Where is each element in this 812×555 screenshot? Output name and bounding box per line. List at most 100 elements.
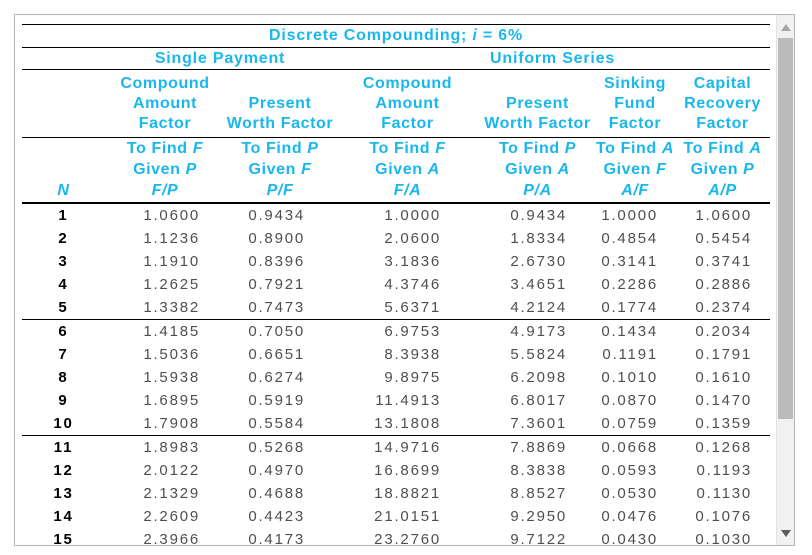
cell-fa: 21.0151 bbox=[374, 508, 441, 525]
factor-symbol: P/A bbox=[523, 182, 552, 199]
scroll-up-button[interactable] bbox=[777, 15, 794, 39]
cell-fp: 1.1236 bbox=[143, 230, 200, 247]
cell-n: 7 bbox=[58, 346, 69, 363]
cell-af: 0.4854 bbox=[601, 230, 658, 247]
cell-n: 8 bbox=[58, 369, 69, 386]
cell-pf: 0.4173 bbox=[248, 531, 305, 545]
cell-fa: 11.4913 bbox=[375, 392, 441, 409]
given-line: Given F bbox=[248, 161, 312, 178]
table-row: 4 1.2625 0.7921 4.3746 3.4651 0.2286 0.2… bbox=[22, 273, 770, 296]
vertical-scrollbar[interactable] bbox=[776, 15, 794, 545]
cell-fp: 1.1910 bbox=[143, 253, 200, 270]
group-header-uniform-series: Uniform Series bbox=[335, 47, 771, 70]
cell-fa: 3.1836 bbox=[384, 253, 441, 270]
cell-pa: 3.4651 bbox=[510, 276, 567, 293]
find-header-ap: To Find A Given P A/P bbox=[675, 137, 771, 204]
cell-pa: 7.8869 bbox=[480, 435, 595, 459]
cell-pf: 0.5268 bbox=[225, 435, 335, 459]
find-line: To Find F bbox=[369, 140, 446, 157]
cell-fp: 1.0600 bbox=[143, 207, 200, 224]
cell-pf: 0.7921 bbox=[248, 276, 305, 293]
table-row: 8 1.5938 0.6274 9.8975 6.2098 0.1010 0.1… bbox=[22, 366, 770, 389]
given-line: Given F bbox=[603, 161, 667, 178]
find-line: To Find F bbox=[126, 140, 204, 157]
cell-fp: 2.1329 bbox=[143, 485, 200, 502]
cell-fa: 1.0000 bbox=[384, 207, 441, 224]
cell-n: 15 bbox=[53, 531, 74, 545]
cell-fa: 5.6371 bbox=[384, 299, 441, 316]
cell-af: 0.2286 bbox=[601, 276, 658, 293]
factor-symbol: A/F bbox=[621, 182, 649, 199]
cell-fp: 2.0122 bbox=[143, 462, 200, 479]
table-scroll-area: Discrete Compounding; i = 6% Single Paym… bbox=[15, 15, 776, 545]
find-line: To Find P bbox=[241, 140, 319, 157]
cell-fa: 2.0600 bbox=[384, 230, 441, 247]
cell-fa: 8.3938 bbox=[384, 346, 441, 363]
title-suffix: = 6% bbox=[482, 27, 524, 44]
find-header-fa: To Find F Given A F/A bbox=[335, 137, 480, 204]
cell-af: 0.0759 bbox=[601, 415, 658, 432]
table-title-row: Discrete Compounding; i = 6% bbox=[22, 24, 771, 48]
cell-af: 0.0870 bbox=[601, 392, 658, 409]
cell-n: 12 bbox=[53, 462, 74, 479]
cell-pf: 0.8396 bbox=[248, 253, 305, 270]
cell-ap: 0.1076 bbox=[695, 508, 753, 525]
cell-fa: 16.8699 bbox=[374, 462, 441, 479]
cell-pf: 0.6274 bbox=[248, 369, 305, 386]
cell-af: 0.3141 bbox=[601, 253, 658, 270]
cell-fp: 1.2625 bbox=[143, 276, 200, 293]
cell-pf: 0.4423 bbox=[248, 508, 305, 525]
cell-fa: 4.3746 bbox=[384, 276, 441, 293]
cell-ap: 1.0600 bbox=[695, 207, 753, 224]
cell-pa: 6.8017 bbox=[510, 392, 567, 409]
factor-symbol: F/A bbox=[393, 182, 422, 199]
cell-pf: 0.6651 bbox=[248, 346, 305, 363]
cell-n: 4 bbox=[58, 276, 69, 293]
cell-af: 0.1774 bbox=[601, 299, 658, 316]
cell-ap: 0.1470 bbox=[695, 392, 753, 409]
factor-symbol: F/P bbox=[151, 182, 179, 199]
cell-fp: 1.7908 bbox=[143, 415, 200, 432]
cell-pa: 7.3601 bbox=[510, 415, 567, 432]
cell-n: 9 bbox=[58, 392, 69, 409]
cell-pf: 0.4970 bbox=[248, 462, 305, 479]
find-header-fp: To Find F Given P F/P bbox=[105, 137, 225, 204]
table-row: 12 2.0122 0.4970 16.8699 8.3838 0.0593 0… bbox=[22, 459, 770, 482]
title-interest-symbol: i bbox=[472, 27, 478, 44]
cell-n: 14 bbox=[53, 508, 74, 525]
table-row: 1 1.0600 0.9434 1.0000 0.9434 1.0000 1.0… bbox=[22, 203, 770, 227]
cell-ap: 0.2886 bbox=[695, 276, 753, 293]
group-header-single-payment: Single Payment bbox=[105, 47, 335, 70]
table-row: 7 1.5036 0.6651 8.3938 5.5824 0.1191 0.1… bbox=[22, 343, 770, 366]
cell-fa: 23.2760 bbox=[374, 531, 441, 545]
cell-fp: 1.3382 bbox=[143, 299, 200, 316]
cell-pf: 0.8900 bbox=[248, 230, 305, 247]
colname-sinking-fund-factor: Sinking Fund Factor bbox=[595, 69, 675, 138]
table-row: 6 1.4185 0.7050 6.9753 4.9173 0.1434 0.2… bbox=[22, 319, 771, 343]
cell-af: 1.0000 bbox=[601, 207, 658, 224]
cell-ap: 0.1268 bbox=[675, 435, 771, 459]
cell-af: 0.1010 bbox=[601, 369, 658, 386]
colname-compound-amount-factor-us: Compound Amount Factor bbox=[335, 69, 480, 138]
table-body: 1 1.0600 0.9434 1.0000 0.9434 1.0000 1.0… bbox=[22, 203, 771, 545]
cell-ap: 0.1791 bbox=[695, 346, 753, 363]
column-name-row: Compound Amount Factor Present Worth Fac… bbox=[22, 69, 771, 138]
find-header-af: To Find A Given F A/F bbox=[595, 137, 675, 204]
cell-n: 10 bbox=[53, 415, 74, 432]
scroll-down-icon bbox=[780, 529, 791, 537]
cell-ap: 0.1193 bbox=[696, 462, 753, 479]
cell-fp: 1.6895 bbox=[143, 392, 200, 409]
given-line: Given A bbox=[375, 161, 440, 178]
cell-n: 2 bbox=[58, 230, 69, 247]
given-line: Given P bbox=[133, 161, 197, 178]
table-row: 3 1.1910 0.8396 3.1836 2.6730 0.3141 0.3… bbox=[22, 250, 770, 273]
group-header-empty bbox=[22, 47, 105, 70]
cell-ap: 0.2374 bbox=[695, 299, 753, 316]
cell-n: 13 bbox=[53, 485, 74, 502]
cell-n: 3 bbox=[58, 253, 69, 270]
scroll-down-button[interactable] bbox=[777, 521, 794, 545]
colname-capital-recovery-factor: Capital Recovery Factor bbox=[675, 69, 771, 138]
scrollbar-thumb[interactable] bbox=[778, 38, 793, 419]
cell-fa: 18.8821 bbox=[374, 485, 441, 502]
table-row: 13 2.1329 0.4688 18.8821 8.8527 0.0530 0… bbox=[22, 482, 770, 505]
